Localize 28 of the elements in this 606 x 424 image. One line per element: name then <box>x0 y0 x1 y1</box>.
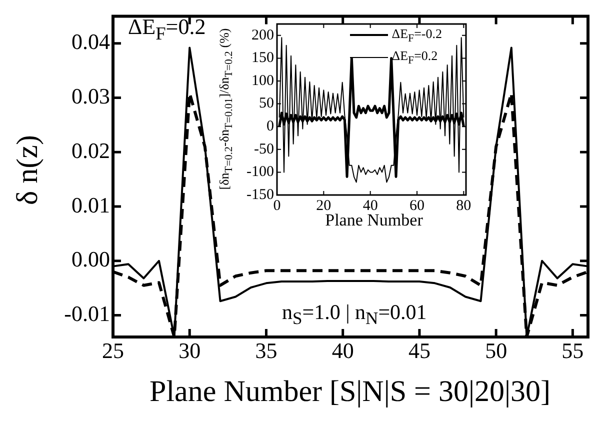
x-tick-label: 45 <box>408 338 430 363</box>
legend-label: ΔE$_{F}$=0.2 <box>392 48 438 66</box>
y-tick-label: 0 <box>266 118 274 135</box>
y-tick-label: 0.02 <box>72 138 110 163</box>
y-tick-label: 0.01 <box>72 192 110 218</box>
x-axis-title: Plane Number [S|N|S = 30|20|30] <box>150 375 550 408</box>
y-tick-label: -150 <box>246 186 274 203</box>
y-tick-label: 200 <box>252 27 274 44</box>
y-tick-label: 0.00 <box>72 246 110 272</box>
y-tick-label: 0.04 <box>72 29 110 54</box>
x-tick-label: 25 <box>102 338 124 363</box>
y-axis-title: δ n(z) <box>11 135 44 205</box>
x-tick-label: 50 <box>485 338 508 363</box>
x-tick-label: 35 <box>255 338 278 363</box>
x-tick-label: 40 <box>332 338 354 363</box>
y-tick-label: 50 <box>259 96 274 112</box>
y-tick-label: -100 <box>246 164 274 180</box>
legend-label: ΔE$_{F}$=-0.2 <box>392 26 442 44</box>
y-tick-label: 0.03 <box>72 84 110 109</box>
x-tick-label: 80 <box>456 198 472 214</box>
x-tick-label: 55 <box>562 338 584 363</box>
y-tick-label: 100 <box>252 72 274 89</box>
annotation: n$_{S}$=1.0 | n$_{N}$=0.01 <box>282 300 427 328</box>
annotation: ΔE$_{F}$=0.2 <box>128 14 206 44</box>
x-tick-label: 30 <box>178 338 201 363</box>
y-tick-label: 150 <box>252 50 274 66</box>
y-tick-label: -50 <box>254 141 274 158</box>
y-tick-label: -0.01 <box>64 301 110 326</box>
